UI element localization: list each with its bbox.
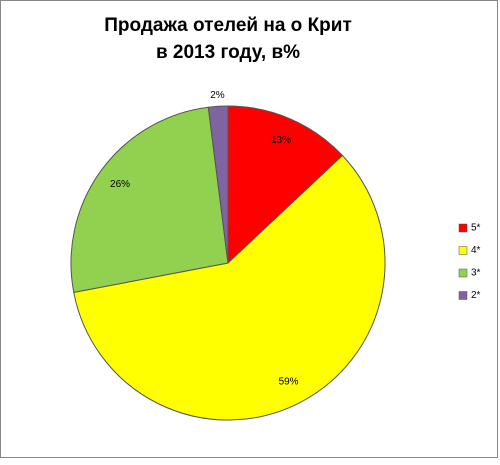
data-label: 59% — [279, 377, 299, 388]
legend-label: 5* — [471, 223, 481, 234]
pie-slice — [70, 106, 229, 294]
chart-title: Продажа отелей на о Крит — [104, 15, 352, 36]
data-label: 13% — [271, 135, 291, 146]
legend-swatch — [458, 223, 468, 233]
chart-title: в 2013 году, в% — [156, 42, 300, 63]
legend-label: 4* — [471, 245, 481, 256]
legend-label: 3* — [471, 268, 481, 279]
pie-slice — [227, 105, 344, 265]
legend-swatch — [458, 246, 468, 255]
legend-label: 2* — [471, 290, 481, 301]
legend-swatch — [458, 291, 468, 300]
data-label: 2% — [210, 90, 225, 101]
pie-slice — [73, 154, 386, 421]
pie-slice — [207, 105, 229, 264]
data-label: 26% — [110, 179, 130, 190]
legend-swatch — [458, 268, 468, 278]
